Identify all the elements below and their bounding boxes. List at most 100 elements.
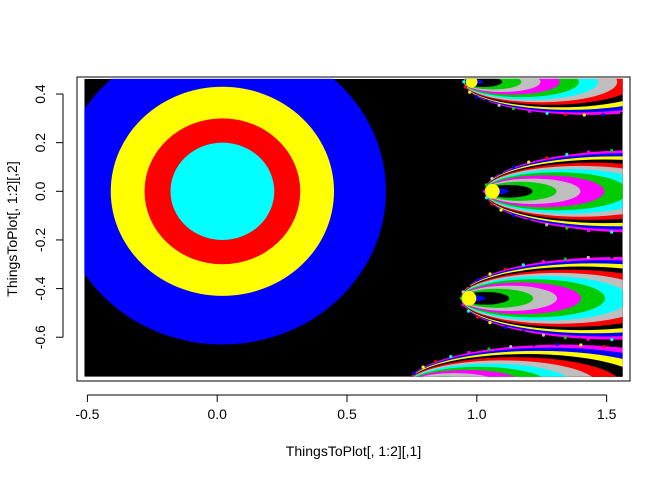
lobe-band xyxy=(407,383,431,389)
y-axis-label: ThingsToPlot[, 1:2][,2] xyxy=(4,161,20,296)
fringe-point xyxy=(467,309,471,313)
fringe-point xyxy=(654,107,657,110)
concentric-disc xyxy=(84,78,386,345)
x-tick-label: 0.0 xyxy=(207,406,227,422)
fringe-point xyxy=(527,160,531,164)
fringe-point xyxy=(610,230,614,234)
petal-lobe xyxy=(407,342,665,429)
fringe-point xyxy=(503,267,507,271)
y-tick-label: 0.2 xyxy=(32,133,48,153)
fringe-point xyxy=(662,413,665,416)
fringe-point xyxy=(487,421,490,424)
fringe-point xyxy=(509,344,513,349)
fringe-point xyxy=(521,330,525,334)
fringe-point xyxy=(545,49,548,52)
fringe-point xyxy=(503,325,507,330)
fringe-point xyxy=(668,104,671,107)
fringe-point xyxy=(476,315,480,319)
y-tick-label: 0.4 xyxy=(32,84,48,104)
fringe-point xyxy=(461,290,465,294)
fringe-point xyxy=(468,90,472,94)
fringe-point xyxy=(583,47,586,50)
fringe-point xyxy=(490,176,494,181)
x-axis: -0.5 0.0 0.5 1.0 1.5 xyxy=(75,394,617,422)
fringe-point xyxy=(497,103,501,107)
fringe-point xyxy=(563,336,567,340)
fringe-point xyxy=(637,51,640,54)
fringe-point xyxy=(484,183,489,187)
fringe-point xyxy=(475,65,478,68)
fringe-point xyxy=(582,113,586,117)
fringe-point xyxy=(657,336,660,339)
fringe-point xyxy=(490,202,494,206)
fringe-point xyxy=(545,156,549,160)
fringe-point xyxy=(565,226,569,230)
fringe-point xyxy=(601,112,605,117)
petal-lobe xyxy=(462,47,671,117)
fringe-point xyxy=(412,371,416,375)
fringe-point xyxy=(563,257,567,261)
fringe-point xyxy=(476,277,480,282)
fringe-point xyxy=(657,231,660,234)
fringe-point xyxy=(644,351,647,354)
fringe-point xyxy=(620,49,623,52)
fringe-point xyxy=(521,263,525,267)
fringe-point xyxy=(412,397,415,400)
fringe-point xyxy=(610,255,614,259)
fringe-point xyxy=(657,257,660,260)
fringe-point xyxy=(654,54,657,57)
fringe-point xyxy=(421,365,425,369)
lobe-eye xyxy=(465,78,478,88)
fringe-point xyxy=(512,54,515,57)
fringe-point xyxy=(602,344,606,349)
fringe-point xyxy=(462,80,466,84)
fringe-point xyxy=(485,99,489,103)
x-tick-label: 1.5 xyxy=(597,406,617,422)
fringe-point xyxy=(488,272,492,276)
fringe-point xyxy=(634,231,637,234)
fringe-point xyxy=(545,223,549,227)
lobe-band xyxy=(432,376,453,377)
fringe-point xyxy=(610,338,614,342)
fringe-point xyxy=(637,110,640,113)
fringe-point xyxy=(563,112,568,117)
fringe-point xyxy=(634,338,637,341)
fringe-point xyxy=(467,283,471,288)
disc-band xyxy=(170,142,275,240)
fringe-point xyxy=(422,403,425,406)
fringe-point xyxy=(511,107,516,111)
fringe-point xyxy=(586,337,590,341)
fringe-point xyxy=(461,303,465,307)
fringe-point xyxy=(498,57,501,60)
fringe-point xyxy=(449,413,452,416)
fringe-point xyxy=(602,424,605,427)
x-axis-label: ThingsToPlot[, 1:2][,1] xyxy=(286,443,421,459)
fringe-point xyxy=(528,109,532,113)
fringe-point xyxy=(511,165,515,169)
y-tick-label: -0.4 xyxy=(32,276,48,300)
fringe-point xyxy=(624,347,627,350)
fringe-point xyxy=(579,343,583,347)
x-tick-label: 0.5 xyxy=(337,406,357,422)
fringe-point xyxy=(467,350,471,355)
y-tick-label: -0.2 xyxy=(32,228,48,252)
fringe-point xyxy=(644,418,647,421)
fringe-point xyxy=(556,426,559,429)
fringe-point xyxy=(433,359,438,364)
fringe-point xyxy=(484,196,489,200)
fringe-point xyxy=(564,48,567,51)
fringe-point xyxy=(509,424,512,427)
fringe-point xyxy=(634,148,637,151)
fringe-point xyxy=(407,391,410,394)
fringe-point xyxy=(602,48,605,51)
lobe-band xyxy=(421,373,488,377)
fringe-point xyxy=(565,152,569,157)
fringe-point xyxy=(463,85,467,89)
y-axis: -0.6 -0.4 -0.2 0.0 0.2 0.4 xyxy=(32,84,64,349)
fringe-point xyxy=(586,255,590,260)
fringe-point xyxy=(634,256,637,259)
fringe-point xyxy=(488,321,492,325)
fringe-point xyxy=(527,218,531,223)
x-tick-label: 1.0 xyxy=(467,406,487,422)
